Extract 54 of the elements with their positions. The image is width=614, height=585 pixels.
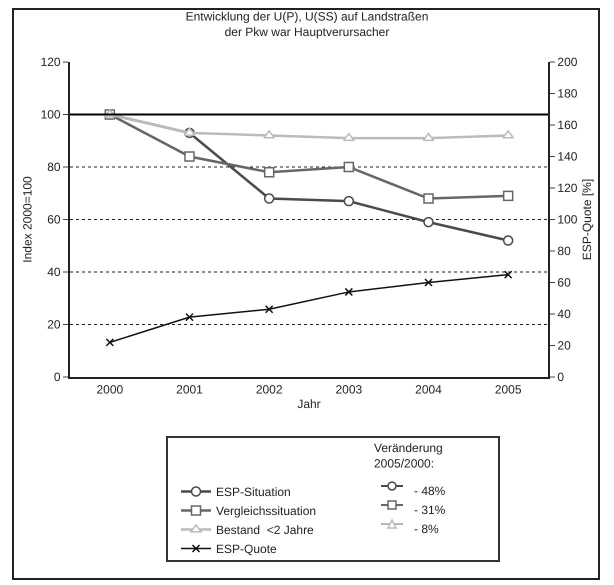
point (184, 128, 196, 136)
point (502, 235, 514, 246)
y2-tick-label: 160 (557, 118, 578, 132)
chart-title: Entwicklung der U(P), U(SS) auf Landstraßen der Pkw war Hauptverursacher (186, 9, 428, 40)
x-tick-label: 2001 (176, 382, 204, 396)
text: - 8% (414, 522, 440, 536)
x-tick-label: 2000 (96, 382, 124, 396)
point (264, 167, 274, 178)
y2-tick-label: 100 (557, 212, 578, 227)
y2-tick-label: 140 (557, 150, 578, 164)
point (184, 151, 195, 162)
legend-label: Bestand <2 Jahre (216, 523, 314, 538)
point (423, 193, 434, 204)
y2-tick-label: 200 (557, 55, 578, 70)
y-tick-label: 120 (40, 55, 61, 70)
x-tick-label: 2002 (256, 382, 283, 396)
y2-axis-title: ESP-Quote [%] (580, 178, 594, 260)
text: - 48% (414, 484, 446, 498)
point (344, 288, 354, 296)
y-tick-label: 100 (40, 108, 61, 122)
y-tick-label: 60 (47, 212, 61, 227)
y2-tick-label: 20 (557, 338, 572, 353)
x-tick-label: 2004 (415, 382, 442, 396)
legend-label: ESP-Quote (216, 542, 278, 556)
x-axis-title: Jahr (297, 396, 321, 411)
point (185, 312, 194, 322)
point (424, 278, 433, 287)
point (422, 132, 434, 142)
y-tick-label: 20 (47, 318, 61, 332)
y2-tick-label: 0 (557, 370, 564, 384)
x-tick-label: 2005 (494, 382, 522, 396)
y2-tick-label: 40 (557, 307, 572, 322)
y2-tick-label: 80 (557, 244, 572, 258)
point (344, 196, 354, 206)
point (344, 162, 354, 172)
point (423, 216, 434, 228)
y2-tick-label: 180 (557, 86, 578, 101)
point (264, 193, 274, 204)
y-tick-label: 0 (54, 370, 61, 384)
legend-label: ESP-Situation (216, 485, 291, 500)
point (504, 270, 512, 279)
legend-label: Vergleichssituation (216, 504, 316, 518)
point (502, 190, 514, 202)
point (342, 132, 355, 142)
y2-tick-label: 120 (557, 181, 578, 196)
y-tick-label: 40 (47, 265, 61, 280)
point (106, 338, 114, 347)
y-tick-label: 80 (47, 160, 61, 174)
text: Veränderung 2005/2000: (374, 441, 443, 471)
text: - 31% (414, 503, 446, 517)
y2-tick-label: 60 (557, 276, 572, 290)
point (264, 305, 274, 314)
y-axis-title: Index 2000=100 (20, 176, 34, 263)
x-tick-label: 2003 (335, 382, 362, 396)
